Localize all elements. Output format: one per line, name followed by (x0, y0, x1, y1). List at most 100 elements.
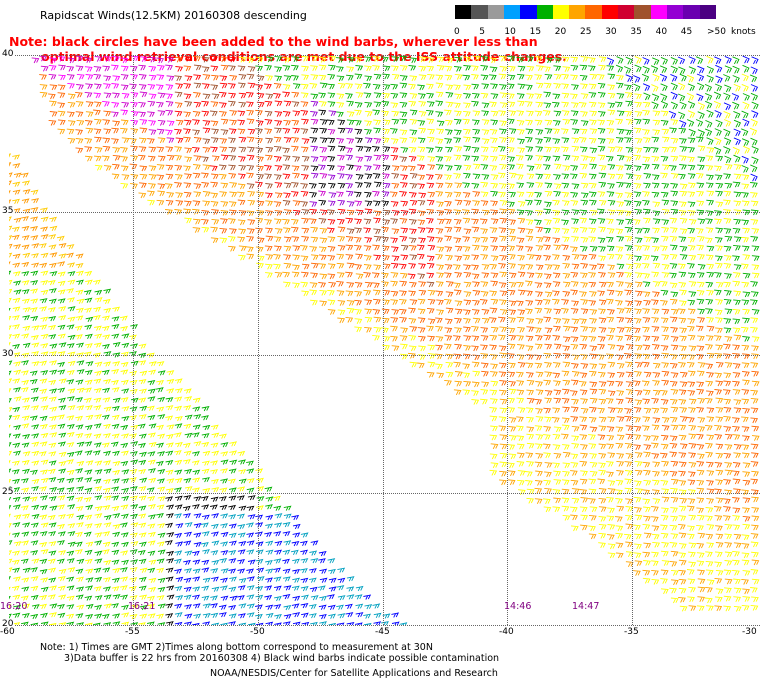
wind-barb (714, 289, 722, 296)
wind-barb (246, 73, 255, 80)
wind-barb (67, 120, 76, 127)
wind-barb (391, 165, 400, 172)
wind-barb (22, 451, 31, 457)
wind-barb (138, 414, 147, 420)
wind-barb (535, 82, 544, 89)
wind-barb (481, 272, 490, 279)
wind-barb (354, 622, 363, 625)
wind-barb (688, 433, 697, 440)
wind-barb (22, 433, 31, 440)
wind-barb (688, 66, 697, 75)
wind-barb (112, 567, 121, 574)
wind-barb (598, 363, 607, 370)
wind-barb (679, 155, 687, 162)
wind-barb (309, 246, 318, 252)
note-line-1: Note: black circles have been added to t… (9, 34, 538, 49)
wind-barb (517, 100, 525, 107)
wind-barb (57, 603, 65, 610)
wind-barb (57, 369, 66, 375)
wind-barb (598, 181, 607, 188)
wind-barb (102, 315, 111, 321)
wind-barb (184, 388, 192, 394)
wind-barb (480, 200, 489, 207)
wind-barb (228, 514, 237, 520)
wind-barb (84, 91, 93, 98)
wind-barb (715, 361, 724, 368)
wind-barb (652, 479, 660, 486)
wind-barb (174, 585, 183, 592)
wind-barb (175, 576, 184, 583)
wind-barb (543, 426, 552, 432)
wind-barb (246, 92, 254, 98)
wind-barb (246, 164, 255, 171)
wind-barb (588, 434, 596, 440)
wind-barb (202, 191, 211, 197)
latitude-gridline (9, 55, 760, 56)
wind-barb (679, 164, 687, 170)
wind-barb (606, 218, 614, 225)
wind-barb (373, 164, 381, 171)
wind-barb (319, 289, 327, 296)
wind-barb (9, 576, 12, 581)
wind-barb (400, 182, 408, 188)
wind-barb (715, 407, 724, 413)
wind-barb (714, 515, 723, 521)
wind-barb (499, 299, 507, 306)
wind-barb (30, 315, 39, 322)
wind-barb (399, 298, 407, 305)
wind-barb (290, 226, 299, 233)
wind-barb (561, 173, 570, 180)
colorbar-label: 45 (680, 27, 693, 37)
wind-barb (300, 83, 309, 90)
wind-barb (453, 191, 462, 198)
wind-barb (201, 433, 210, 439)
wind-barb (283, 100, 292, 107)
wind-barb (471, 361, 480, 368)
wind-barb (112, 577, 120, 583)
wind-barb (40, 343, 49, 349)
wind-barb (607, 390, 616, 397)
wind-barb (138, 343, 147, 349)
wind-barb (490, 326, 499, 333)
wind-barb (156, 361, 165, 367)
wind-barb (21, 261, 30, 268)
wind-barb (606, 236, 614, 243)
wind-barb (732, 146, 740, 155)
wind-barb (76, 405, 85, 411)
wind-barb (381, 191, 390, 197)
wind-barb (516, 56, 525, 63)
wind-barb (615, 442, 624, 449)
wind-barb (228, 468, 237, 474)
wind-barb (39, 531, 48, 537)
wind-barb (570, 289, 578, 296)
wind-barb (679, 217, 688, 224)
latitude-label: 30 (1, 349, 15, 359)
wind-barb (579, 424, 588, 431)
wind-barb (193, 82, 202, 89)
wind-barb (544, 219, 552, 226)
wind-barb (490, 425, 498, 432)
wind-barb (661, 235, 669, 242)
colorbar-swatch (683, 5, 700, 19)
wind-barb (399, 280, 408, 287)
wind-barb (697, 317, 705, 323)
wind-barb (193, 441, 202, 447)
wind-barb (724, 235, 733, 242)
colorbar-swatch (601, 5, 619, 19)
wind-barb (715, 479, 723, 486)
wind-barb (301, 290, 310, 297)
wind-barb (723, 146, 731, 154)
wind-barb (336, 102, 345, 108)
wind-barb (535, 65, 544, 72)
wind-barb (571, 371, 580, 377)
wind-barb (148, 129, 157, 136)
wind-barb (183, 442, 191, 449)
wind-barb (687, 533, 695, 540)
wind-barb (616, 345, 625, 351)
wind-barb (579, 291, 587, 298)
wind-barb (562, 444, 570, 450)
wind-barb (382, 613, 391, 619)
wind-barb (580, 398, 588, 405)
wind-barb (750, 478, 759, 485)
longitude-gridline (258, 55, 259, 625)
